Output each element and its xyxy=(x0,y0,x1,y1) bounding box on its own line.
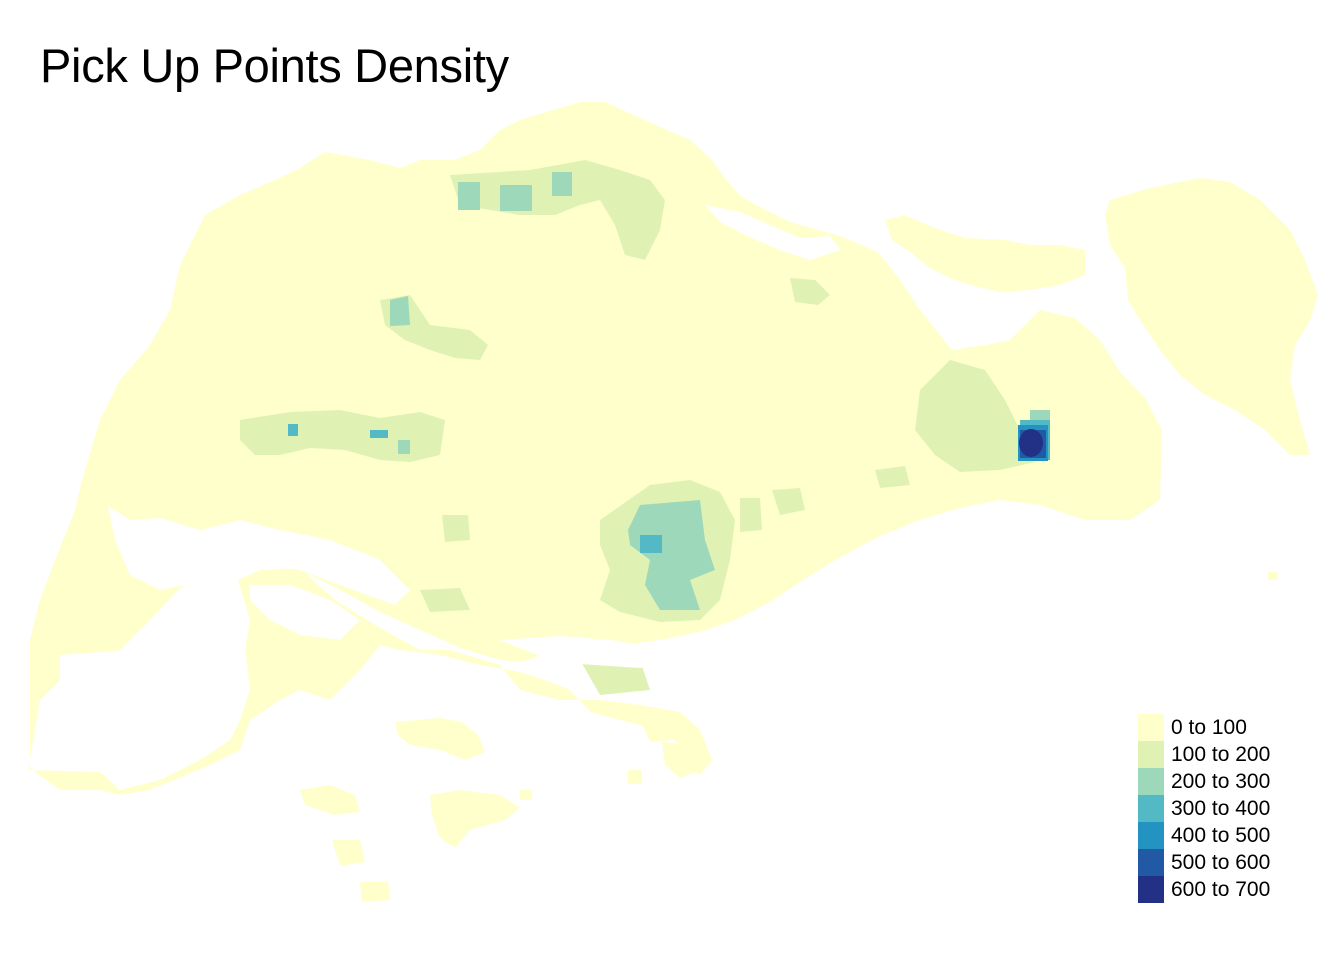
density-patch xyxy=(772,488,805,515)
strait-west xyxy=(108,506,410,605)
density-cell xyxy=(500,185,532,211)
harbour-channel xyxy=(500,636,680,668)
reclaimed-basin-2 xyxy=(60,718,150,745)
density-cell xyxy=(398,440,410,454)
density-hotspot xyxy=(1019,429,1043,457)
legend-swatch xyxy=(1138,822,1164,849)
legend-swatch xyxy=(1138,768,1164,795)
legend-label: 400 to 500 xyxy=(1171,824,1271,847)
legend-swatch xyxy=(1138,876,1164,903)
legend-swatch xyxy=(1138,849,1164,876)
density-cell xyxy=(370,430,388,438)
density-patch xyxy=(442,515,470,542)
waterways xyxy=(60,205,840,745)
legend-swatch xyxy=(1138,714,1164,741)
islet xyxy=(628,770,642,784)
southern-island-7 xyxy=(662,742,700,778)
legend-label: 500 to 600 xyxy=(1171,851,1271,874)
density-patch xyxy=(420,588,470,612)
legend-label: 100 to 200 xyxy=(1171,743,1271,766)
density-patch xyxy=(580,660,650,695)
density-cell xyxy=(640,535,662,553)
legend-item: 0 to 100 xyxy=(1138,714,1298,741)
legend-label: 600 to 700 xyxy=(1171,878,1271,901)
density-patch xyxy=(875,466,910,488)
pulau-tekong xyxy=(885,215,1085,292)
density-cells xyxy=(240,160,1050,695)
southern-island-6 xyxy=(640,720,672,742)
southern-island-5 xyxy=(360,882,390,902)
legend-item: 400 to 500 xyxy=(1138,822,1298,849)
density-central-high xyxy=(628,500,715,610)
density-cell xyxy=(390,296,410,326)
density-cell xyxy=(458,182,480,210)
legend: 0 to 100 100 to 200 200 to 300 300 to 400 40… xyxy=(1138,714,1298,903)
legend-item: 200 to 300 xyxy=(1138,768,1298,795)
legend-swatch xyxy=(1138,741,1164,768)
density-patch xyxy=(740,498,762,532)
southern-island-1 xyxy=(395,718,485,760)
southern-island-3 xyxy=(430,790,520,848)
serangoon-harbour xyxy=(705,205,840,260)
islet xyxy=(1268,572,1278,580)
reclaimed-basin-1 xyxy=(60,650,150,712)
map-title: Pick Up Points Density xyxy=(40,39,509,92)
legend-item: 500 to 600 xyxy=(1138,849,1298,876)
legend-swatch xyxy=(1138,795,1164,822)
density-west xyxy=(240,410,445,462)
islet xyxy=(520,790,532,800)
density-cell xyxy=(288,424,298,436)
legend-item: 100 to 200 xyxy=(1138,741,1298,768)
legend-item: 300 to 400 xyxy=(1138,795,1298,822)
pulau-ubin xyxy=(1105,178,1318,455)
legend-label: 0 to 100 xyxy=(1171,716,1247,739)
legend-label: 300 to 400 xyxy=(1171,797,1271,820)
density-patch xyxy=(790,278,830,305)
southern-island-2 xyxy=(300,785,360,815)
density-east xyxy=(915,360,1035,472)
jurong-channel xyxy=(250,585,360,640)
legend-label: 200 to 300 xyxy=(1171,770,1271,793)
legend-item: 600 to 700 xyxy=(1138,876,1298,903)
density-cell xyxy=(552,172,572,196)
southern-island-4 xyxy=(332,840,365,866)
